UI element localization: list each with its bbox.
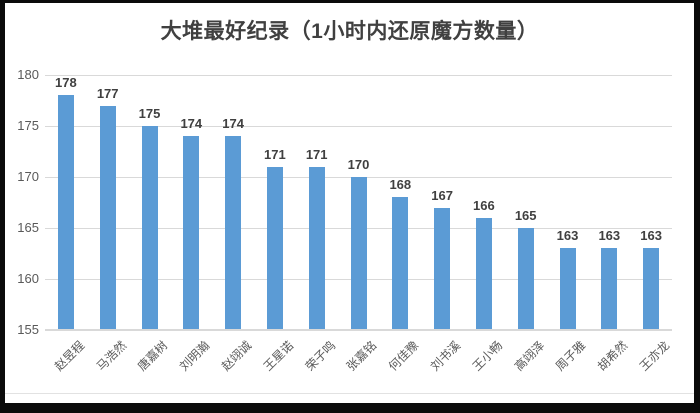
bar-value-label: 168	[389, 177, 412, 193]
chart-title: 大堆最好纪录（1小时内还原魔方数量）	[160, 20, 539, 43]
x-axis-category-label: 王小畅	[469, 338, 506, 374]
x-axis-category-label: 赵翊诚	[218, 338, 255, 374]
bar	[183, 136, 200, 329]
bar-value-label: 171	[264, 146, 286, 162]
y-axis-tick-label: 170	[17, 169, 39, 184]
x-axis-category-label: 何佳豫	[386, 338, 422, 374]
bar	[434, 207, 451, 329]
x-axis-category-label: 荣子鸣	[302, 338, 338, 374]
bar	[141, 126, 158, 329]
bar-value-label: 174	[222, 116, 244, 132]
bar	[475, 217, 492, 329]
gridline	[45, 126, 672, 127]
x-axis-category-label: 王亦龙	[636, 338, 673, 374]
bar-value-label: 163	[556, 228, 579, 244]
bar-value-label: 163	[640, 228, 662, 244]
bar-value-label: 174	[180, 116, 203, 132]
bar	[225, 136, 242, 329]
bar	[643, 248, 660, 329]
x-axis-category-label: 高翊泽	[511, 338, 547, 374]
x-axis-category-label: 唐嘉树	[135, 338, 171, 374]
x-axis-category-label: 胡希然	[595, 338, 631, 374]
y-axis-tick-label: 155	[17, 322, 39, 337]
x-axis-category-label: 赵昱程	[51, 338, 88, 374]
y-axis-tick-label: 160	[17, 271, 39, 286]
y-axis-tick-label: 165	[17, 220, 39, 235]
x-axis-category-label: 刘明瀚	[177, 338, 213, 374]
x-axis-line	[45, 329, 672, 331]
x-axis-category-label: 张嘉铭	[344, 338, 380, 374]
x-axis-category-label: 王星诺	[260, 338, 297, 374]
x-axis-category-label: 周子雅	[553, 338, 589, 374]
bar	[266, 166, 283, 329]
bar-value-label: 166	[473, 197, 495, 213]
bar	[57, 95, 74, 329]
bar	[559, 248, 576, 329]
bar	[601, 248, 618, 329]
bar-value-label: 167	[431, 187, 453, 203]
bar	[99, 105, 116, 329]
bar-value-label: 165	[514, 208, 537, 223]
gridline	[45, 75, 672, 76]
bar	[350, 177, 367, 329]
bar-value-label: 177	[96, 85, 119, 101]
bar-value-label: 171	[305, 146, 328, 162]
plot-area: 155 160 165 170 175 180 178 赵昱程 177 马浩然 175 唐嘉树 174 刘…	[5, 3, 694, 403]
chart-bottom-border	[5, 393, 694, 394]
bar	[392, 197, 409, 329]
x-axis-category-label: 刘书溪	[427, 338, 464, 374]
bar-value-label: 178	[55, 75, 77, 91]
y-axis-tick-label: 180	[17, 67, 39, 82]
bar-value-label: 175	[138, 106, 161, 121]
bar	[517, 228, 534, 329]
bar-value-label: 170	[347, 157, 370, 172]
bar-value-label: 163	[598, 228, 621, 244]
x-axis-category-label: 马浩然	[93, 338, 129, 374]
y-axis-tick-label: 175	[17, 118, 39, 133]
chart-canvas: 大堆最好纪录（1小时内还原魔方数量） 155 160 165 170 175 180 178…	[5, 3, 694, 403]
bar	[308, 166, 325, 329]
